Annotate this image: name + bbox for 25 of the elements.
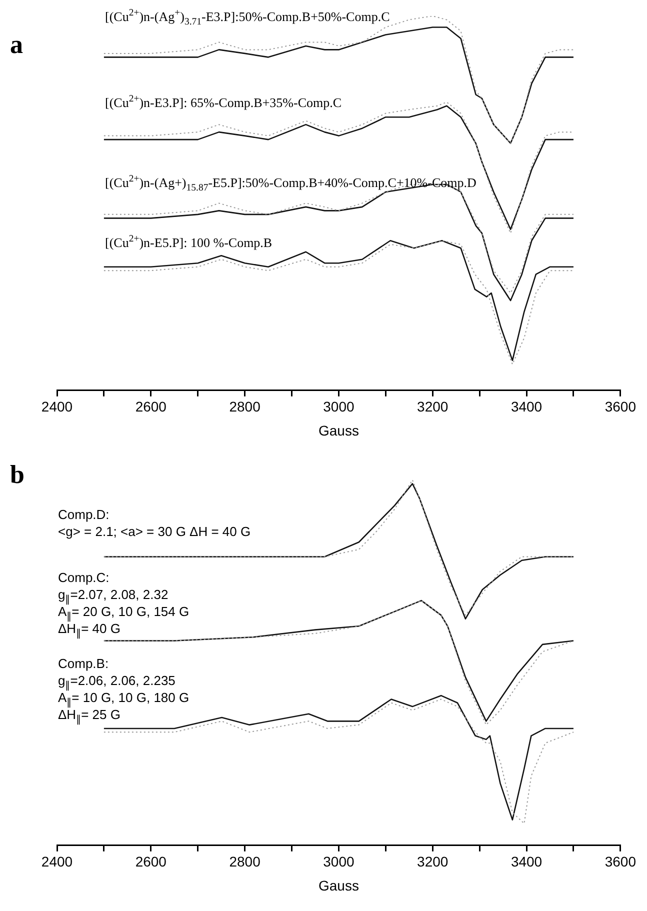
x-tick-label: 2600 [135,854,167,870]
x-tick-label: 3200 [417,854,448,870]
text: Comp.B: g$_{∥}$=2.06, 2.06, 2.235 A$_{∥}$= 10 G, 10 G, 180 G ΔH$_{∥}$= 25 G [58,656,190,726]
x-tick-label: 2400 [41,854,73,870]
x-tick-label: 3000 [323,854,354,870]
x-axis-title: Gauss [318,422,359,438]
x-tick-label: 3600 [604,854,636,870]
x-tick-label: 3200 [417,398,448,415]
text: Comp.C: g$_{∥}$=2.07, 2.08, 2.32 A$_{∥}$= 20 G, 10 G, 154 G ΔH$_{∥}$= 40 G [58,570,190,640]
x-tick-label: 3000 [323,398,354,415]
x-tick-label: 2400 [41,398,73,415]
x-tick-label: 3600 [604,398,636,415]
chart-title: b [10,460,24,490]
annotation: [(Cu$^{2+}$)n-(Ag+)$_{15.87}$-E5.P]:50%-Comp.B+40%-Comp.C+10%-Comp.D [105,174,476,194]
annotation: [(Cu$^{2+}$)n-E3.P]: 65%-Comp.B+35%-Comp.C [105,94,342,111]
x-tick-label: 3400 [510,854,542,870]
x-tick-label: 2600 [135,398,167,415]
annotation: [(Cu$^{2+}$)n-E5.P]: 100 %-Comp.B [105,234,272,251]
x-tick-label: 2800 [229,398,261,415]
x-axis-title: Gauss [318,877,359,894]
annotation: Comp.D: <g> = 2.1; <a> = 30 G ΔH = 40 G [58,506,251,540]
text: a [10,30,23,60]
annotation: [(Cu$^{2+}$)n-(Ag$^{+}$)$_{3.71}$-E3.P]:50%-Comp.B+50%-Comp.C [105,8,390,28]
x-tick-label: 3400 [510,398,542,415]
x-tick-label: 2800 [229,854,261,870]
